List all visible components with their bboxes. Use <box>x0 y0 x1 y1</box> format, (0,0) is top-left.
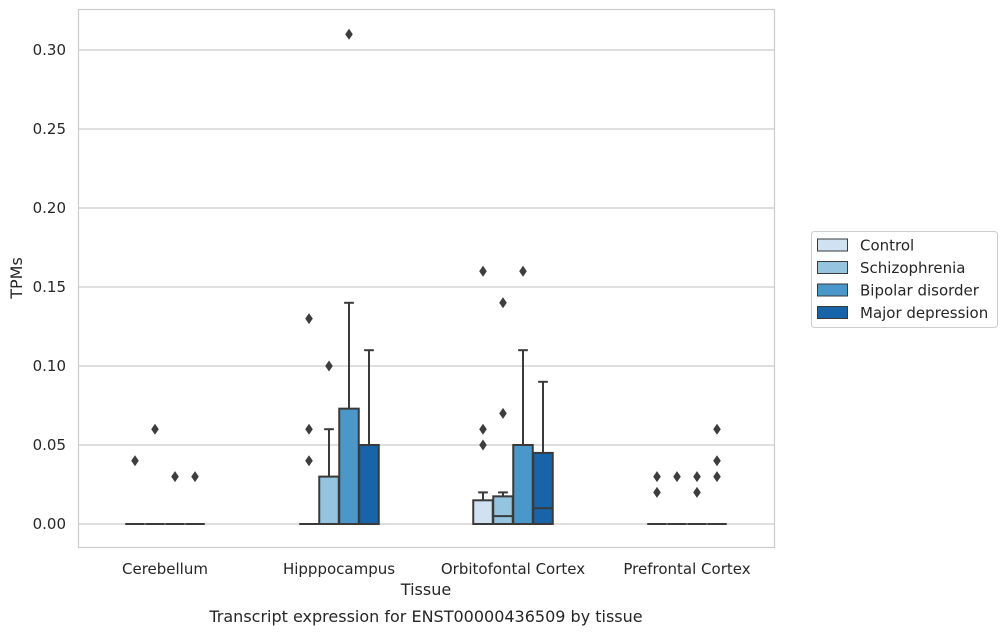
legend-swatch <box>817 238 848 252</box>
chart-caption: Transcript expression for ENST0000043650… <box>208 607 642 626</box>
outlier-point <box>479 423 487 435</box>
x-axis-title: Tissue <box>400 580 451 599</box>
x-tick-label: Prefrontal Cortex <box>623 560 750 578</box>
legend-label: Major depression <box>860 304 988 322</box>
outlier-point <box>305 313 313 325</box>
y-tick-label: 0.00 <box>33 515 66 533</box>
x-tick-label: Cerebellum <box>122 560 208 578</box>
x-tick-label: Orbitofontal Cortex <box>441 560 585 578</box>
legend-label: Control <box>860 237 914 255</box>
outlier-point <box>673 471 681 483</box>
legend-frame <box>811 231 998 328</box>
plot-frame <box>77 8 776 549</box>
y-tick-label: 0.15 <box>33 278 66 296</box>
outlier-point <box>131 455 139 467</box>
y-tick-label: 0.25 <box>33 120 66 138</box>
outlier-point <box>713 455 721 467</box>
outlier-point <box>499 297 507 309</box>
outlier-point <box>305 455 313 467</box>
box <box>472 499 494 525</box>
outlier-point <box>305 423 313 435</box>
legend-swatch <box>817 283 848 297</box>
x-tick-label: Hipppocampus <box>283 560 395 578</box>
box-marks <box>125 28 727 526</box>
y-tick-label: 0.30 <box>33 41 66 59</box>
y-tick-labels: 0.00 0.05 0.10 0.15 0.20 0.25 0.30 <box>33 41 66 533</box>
box <box>318 475 340 526</box>
box <box>492 495 514 526</box>
outlier-point <box>151 423 159 435</box>
outlier-point <box>519 265 527 277</box>
outlier-point <box>713 471 721 483</box>
legend-items: Control Schizophrenia Bipolar disorder Majo… <box>817 237 988 322</box>
y-tick-label: 0.05 <box>33 436 66 454</box>
legend-swatch <box>817 261 848 274</box>
outlier-point <box>345 28 353 40</box>
y-axis-title: TPMs <box>7 257 26 300</box>
outlier-point <box>653 471 661 483</box>
outlier-point <box>499 407 507 419</box>
outlier-point <box>479 439 487 451</box>
grid-lines <box>78 49 774 525</box>
legend-label: Schizophrenia <box>860 259 965 277</box>
y-tick-label: 0.10 <box>33 357 66 375</box>
outlier-point <box>479 265 487 277</box>
box <box>338 407 360 525</box>
outlier-point <box>713 423 721 435</box>
legend-label: Bipolar disorder <box>860 282 980 300</box>
box <box>358 444 380 525</box>
outlier-point <box>653 486 661 498</box>
outlier-point <box>191 471 199 483</box>
box <box>532 451 554 525</box>
legend: Control Schizophrenia Bipolar disorder Majo… <box>811 231 998 328</box>
outlier-point <box>171 471 179 483</box>
outlier-point <box>693 486 701 498</box>
x-tick-labels: Cerebellum Hipppocampus Orbitofontal Corte… <box>122 560 751 578</box>
y-tick-label: 0.20 <box>33 199 66 217</box>
box <box>512 444 534 525</box>
legend-swatch <box>817 306 848 319</box>
outlier-point <box>325 360 333 372</box>
outlier-point <box>693 471 701 483</box>
